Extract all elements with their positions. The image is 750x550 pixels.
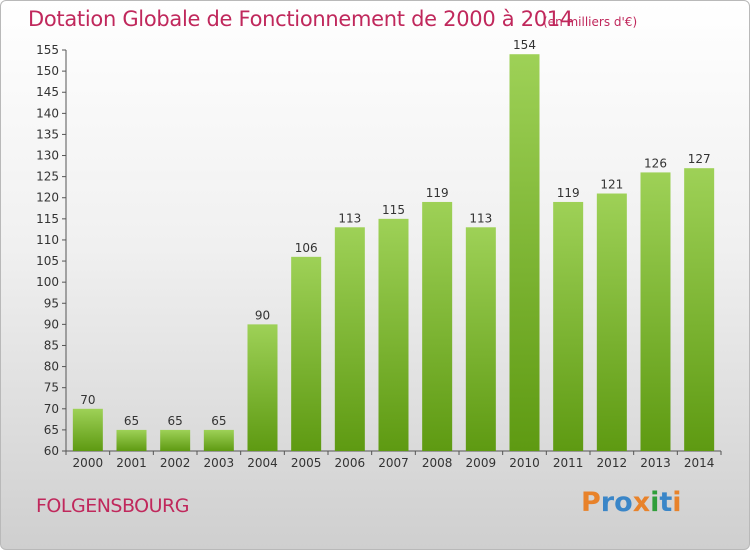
data-label: 154 [513, 38, 536, 52]
data-label: 65 [211, 414, 226, 428]
logo-letter: t [659, 487, 673, 518]
y-axis: 60 65 70 75 80 85 90 95 100 105 110 115 120 125 130 135… [36, 43, 67, 458]
bar [378, 218, 409, 451]
bar [596, 193, 627, 451]
data-label: 121 [600, 178, 623, 192]
bar [247, 324, 278, 451]
y-tick-label: 75 [44, 381, 59, 395]
x-tick-label: 2012 [597, 456, 628, 470]
logo-letter: P [581, 487, 601, 518]
data-label: 113 [338, 211, 361, 225]
data-label: 106 [295, 241, 318, 255]
x-tick-label: 2014 [684, 456, 715, 470]
data-label: 70 [80, 393, 95, 407]
bar [116, 429, 147, 451]
bar [291, 256, 322, 451]
bar [422, 201, 453, 451]
data-label: 115 [382, 203, 405, 217]
bar [509, 54, 540, 451]
logo-letter: i [672, 487, 682, 518]
logo-letter: o [614, 487, 633, 518]
bar [684, 168, 715, 452]
bar [553, 201, 584, 451]
x-tick-label: 2000 [73, 456, 104, 470]
x-tick-label: 2003 [204, 456, 235, 470]
data-label: 90 [255, 308, 270, 322]
proxiti-logo[interactable]: Proxiti [581, 487, 682, 518]
bar [203, 429, 234, 451]
x-axis: 2000 2001 2002 2003 2004 2005 2006 2007 2008 2009… [65, 450, 722, 470]
bars [72, 54, 715, 452]
x-tick-label: 2004 [247, 456, 278, 470]
logo-letter: x [632, 487, 651, 518]
y-tick-label: 80 [44, 360, 59, 374]
y-tick-label: 150 [36, 64, 59, 78]
logo-letter: i [650, 487, 660, 518]
x-tick-label: 2013 [640, 456, 671, 470]
bar [160, 429, 191, 451]
y-tick-label: 120 [36, 191, 59, 205]
data-label: 119 [557, 186, 580, 200]
x-tick-label: 2008 [422, 456, 453, 470]
data-labels: 70 65 65 65 90 106 113 115 119 113 154 119 121 126 127 [80, 38, 710, 428]
y-tick-label: 85 [44, 338, 59, 352]
data-label: 65 [124, 414, 139, 428]
logo-letter: r [600, 487, 615, 518]
bar [640, 172, 671, 451]
y-tick-label: 115 [36, 212, 59, 226]
x-tick-label: 2005 [291, 456, 322, 470]
x-tick-label: 2007 [378, 456, 409, 470]
data-label: 65 [168, 414, 183, 428]
y-tick-label: 145 [36, 85, 59, 99]
y-tick-label: 155 [36, 43, 59, 57]
y-tick-label: 60 [44, 444, 59, 458]
bar [72, 408, 103, 451]
x-tick-label: 2001 [116, 456, 147, 470]
y-tick-label: 135 [36, 127, 59, 141]
data-label: 126 [644, 156, 667, 170]
x-tick-label: 2010 [509, 456, 540, 470]
data-label: 127 [688, 152, 711, 166]
chart-title: Dotation Globale de Fonctionnement de 20… [28, 7, 573, 31]
bar [465, 227, 496, 451]
y-tick-label: 95 [44, 296, 59, 310]
y-tick-label: 105 [36, 254, 59, 268]
x-tick-label: 2009 [466, 456, 497, 470]
y-tick-label: 125 [36, 170, 59, 184]
data-label: 119 [426, 186, 449, 200]
commune-name: FOLGENSBOURG [36, 495, 189, 517]
y-tick-label: 110 [36, 233, 59, 247]
x-tick-label: 2011 [553, 456, 584, 470]
y-tick-label: 140 [36, 106, 59, 120]
bar [334, 227, 365, 451]
y-tick-label: 90 [44, 317, 59, 331]
y-tick-label: 100 [36, 275, 59, 289]
data-label: 113 [469, 211, 492, 225]
x-tick-label: 2002 [160, 456, 191, 470]
chart-subtitle: (en milliers d'€) [543, 15, 638, 29]
y-tick-label: 70 [44, 402, 59, 416]
y-tick-label: 65 [44, 423, 59, 437]
y-tick-label: 130 [36, 149, 59, 163]
x-tick-label: 2006 [335, 456, 366, 470]
